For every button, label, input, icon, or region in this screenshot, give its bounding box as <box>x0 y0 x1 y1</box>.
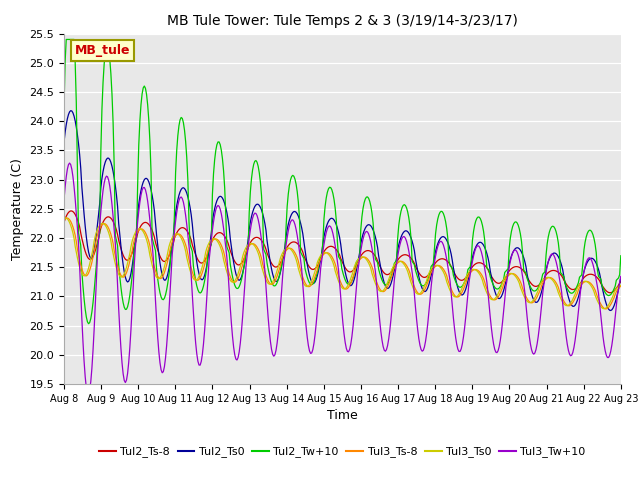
Tul3_Ts0 <box>326 253 333 259</box>
Tul3_Ts0 <box>61 215 69 221</box>
Tul2_Ts-8 <box>518 266 525 272</box>
Tul3_Ts-8 <box>606 303 614 309</box>
Tul2_Ts0 <box>617 275 625 280</box>
Tul3_Ts-8 <box>329 256 337 262</box>
Tul3_Ts0 <box>362 257 370 263</box>
Line: Tul2_Ts0: Tul2_Ts0 <box>64 111 621 311</box>
Y-axis label: Temperature (C): Temperature (C) <box>11 158 24 260</box>
Tul3_Tw+10 <box>394 254 401 260</box>
Tul2_Ts0 <box>362 223 370 229</box>
Tul3_Tw+10 <box>617 274 625 279</box>
Tul3_Ts-8 <box>362 255 370 261</box>
Tul2_Tw+10 <box>519 250 527 256</box>
Tul2_Tw+10 <box>364 194 371 200</box>
Tul3_Ts0 <box>617 282 625 288</box>
Text: MB_tule: MB_tule <box>75 44 131 57</box>
Legend: Tul2_Ts-8, Tul2_Ts0, Tul2_Tw+10, Tul3_Ts-8, Tul3_Ts0, Tul3_Tw+10: Tul2_Ts-8, Tul2_Ts0, Tul2_Tw+10, Tul3_Ts… <box>95 442 590 462</box>
Tul3_Ts-8 <box>326 251 333 257</box>
Tul3_Tw+10 <box>330 236 338 242</box>
Line: Tul2_Ts-8: Tul2_Ts-8 <box>64 211 621 293</box>
Line: Tul3_Tw+10: Tul3_Tw+10 <box>64 163 621 390</box>
Tul2_Tw+10 <box>606 292 614 298</box>
X-axis label: Time: Time <box>327 409 358 422</box>
Tul3_Tw+10 <box>60 197 68 203</box>
Tul2_Ts-8 <box>362 248 370 254</box>
Tul2_Ts-8 <box>326 244 333 250</box>
Tul2_Ts0 <box>393 256 401 262</box>
Tul3_Ts0 <box>60 216 68 221</box>
Tul3_Ts0 <box>606 300 614 306</box>
Tul2_Ts0 <box>329 216 337 222</box>
Tul3_Ts-8 <box>60 217 68 223</box>
Tul3_Ts0 <box>393 259 401 265</box>
Tul3_Ts0 <box>600 306 608 312</box>
Tul3_Ts-8 <box>518 282 525 288</box>
Tul2_Ts0 <box>326 216 333 222</box>
Line: Tul3_Ts0: Tul3_Ts0 <box>64 218 621 309</box>
Tul3_Ts0 <box>329 260 337 265</box>
Tul2_Ts-8 <box>329 244 337 250</box>
Tul2_Ts0 <box>60 139 68 145</box>
Tul2_Tw+10 <box>60 105 68 111</box>
Tul3_Ts-8 <box>617 283 625 289</box>
Tul2_Tw+10 <box>617 253 625 259</box>
Tul2_Ts-8 <box>617 279 625 285</box>
Tul3_Tw+10 <box>606 352 614 358</box>
Tul3_Tw+10 <box>66 160 74 166</box>
Title: MB Tule Tower: Tule Temps 2 & 3 (3/19/14-3/23/17): MB Tule Tower: Tule Temps 2 & 3 (3/19/14… <box>167 14 518 28</box>
Tul2_Tw+10 <box>394 236 401 242</box>
Line: Tul2_Tw+10: Tul2_Tw+10 <box>64 39 621 324</box>
Tul2_Tw+10 <box>84 321 92 326</box>
Tul3_Ts0 <box>518 287 525 293</box>
Tul3_Tw+10 <box>364 229 371 235</box>
Tul2_Ts0 <box>67 108 74 114</box>
Tul2_Ts-8 <box>67 208 74 214</box>
Tul3_Tw+10 <box>327 224 335 230</box>
Tul3_Ts-8 <box>63 215 71 221</box>
Line: Tul3_Ts-8: Tul3_Ts-8 <box>64 218 621 309</box>
Tul2_Tw+10 <box>327 185 335 191</box>
Tul2_Ts-8 <box>60 220 68 226</box>
Tul2_Ts-8 <box>606 290 614 296</box>
Tul2_Ts-8 <box>605 289 612 295</box>
Tul2_Tw+10 <box>330 197 338 203</box>
Tul2_Ts0 <box>607 308 614 313</box>
Tul2_Ts0 <box>605 306 612 312</box>
Tul3_Ts-8 <box>602 306 610 312</box>
Tul2_Ts0 <box>518 249 525 255</box>
Tul3_Ts-8 <box>393 262 401 267</box>
Tul2_Ts-8 <box>393 260 401 265</box>
Tul2_Tw+10 <box>62 36 70 42</box>
Tul3_Tw+10 <box>519 274 527 279</box>
Tul3_Tw+10 <box>84 387 92 393</box>
